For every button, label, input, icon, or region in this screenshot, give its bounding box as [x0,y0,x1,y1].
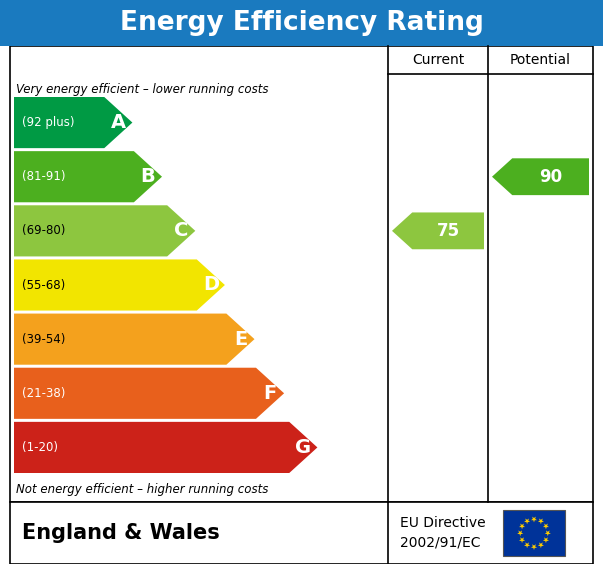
Text: Energy Efficiency Rating: Energy Efficiency Rating [119,10,484,36]
Polygon shape [14,151,162,202]
Polygon shape [14,422,317,473]
Polygon shape [545,530,551,536]
Text: C: C [174,221,188,240]
Text: B: B [140,167,156,186]
Polygon shape [531,517,537,522]
Text: (69-80): (69-80) [22,224,65,237]
FancyBboxPatch shape [503,510,565,556]
Text: Not energy efficient – higher running costs: Not energy efficient – higher running co… [16,482,268,496]
Polygon shape [519,523,525,529]
Polygon shape [14,314,254,365]
Text: England & Wales: England & Wales [22,523,219,543]
Text: E: E [234,329,247,349]
Text: (1-20): (1-20) [22,441,58,454]
Polygon shape [14,205,195,257]
Polygon shape [538,518,544,525]
Text: 90: 90 [539,168,562,186]
Polygon shape [543,537,549,543]
Polygon shape [392,213,484,249]
FancyBboxPatch shape [0,0,603,46]
FancyBboxPatch shape [10,502,593,564]
Polygon shape [524,543,530,548]
Text: D: D [203,275,219,294]
Text: (21-38): (21-38) [22,387,65,400]
Text: Potential: Potential [510,53,571,67]
Text: (81-91): (81-91) [22,170,66,183]
Polygon shape [531,544,537,550]
Polygon shape [543,523,549,529]
Polygon shape [519,537,525,543]
Text: (92 plus): (92 plus) [22,116,75,129]
Text: Very energy efficient – lower running costs: Very energy efficient – lower running co… [16,83,268,96]
Text: (55-68): (55-68) [22,279,65,292]
Polygon shape [524,518,530,525]
Text: (39-54): (39-54) [22,333,65,346]
Text: F: F [264,384,277,403]
Polygon shape [538,543,544,548]
Polygon shape [492,158,589,195]
Text: A: A [111,113,126,132]
Polygon shape [517,530,523,536]
Text: EU Directive
2002/91/EC: EU Directive 2002/91/EC [400,516,485,550]
Text: 75: 75 [437,222,459,240]
Polygon shape [14,97,133,148]
Polygon shape [14,259,225,311]
Text: G: G [295,438,311,457]
Polygon shape [14,368,284,419]
FancyBboxPatch shape [10,46,593,502]
Text: Current: Current [412,53,464,67]
